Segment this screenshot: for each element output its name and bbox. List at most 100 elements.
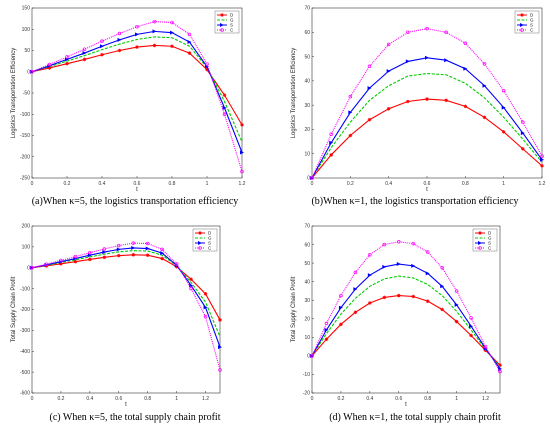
data-point-D [482,115,487,120]
data-point-D [329,153,333,157]
data-point-C [88,250,92,255]
x-tick-label: 0.8 [169,181,176,187]
data-point-C [397,240,401,244]
data-point-C [483,344,488,349]
x-tick-label: 0.6 [134,181,141,187]
data-point-D [73,259,78,264]
series-line-C [311,241,501,372]
series-D-b [310,97,544,180]
data-point-C [59,258,63,263]
data-point-S [501,105,506,110]
data-point-D [135,45,139,49]
data-point-S [425,271,430,276]
data-point-D [324,337,329,341]
series-C-d [310,240,502,374]
y-tick-label: 40 [304,79,310,85]
data-point-C [440,265,444,270]
data-point-C [367,64,372,69]
y-tick-label: 70 [304,224,310,230]
x-tick-label: 0 [311,396,314,402]
y-tick-label: -100 [20,286,30,292]
legend-marker-C [520,28,524,32]
legend-label-C: C [488,246,492,251]
x-tick-label: 1.2 [202,396,209,402]
data-point-S [348,110,353,115]
y-tick-label: 70 [304,6,310,12]
legend-marker-S [520,23,524,27]
data-point-C [174,262,179,266]
data-point-D [483,348,488,353]
data-point-D [152,43,157,48]
data-point-C [44,262,49,266]
data-point-C [73,254,78,259]
legend-label-S: S [208,241,211,246]
data-point-C [30,69,34,74]
data-point-S [44,262,49,267]
data-point-D [100,52,104,57]
data-point-D [116,253,121,258]
data-point-D [65,61,69,66]
y-tick-label: -100 [20,112,30,118]
y-axis-label-d: Total Supply Chain Profit [291,276,297,342]
data-point-C [205,62,209,66]
x-tick-label: 0.6 [395,396,402,402]
series-line-S [311,263,501,370]
legend-label-G: G [530,18,534,23]
y-axis-label-c: Total Supply Chain Profit [11,276,17,342]
data-point-D [386,106,391,111]
y-tick-label: 20 [304,316,310,322]
chart-panel-d: 70 60 50 40 30 20 10 0 -10 -20 0 0.2 0.4 0.6 0.8 1 1.2 t T… [280,218,550,430]
series-S-d [310,262,502,371]
data-point-S [222,105,227,110]
data-point-C [170,20,174,25]
y-tick-label: -500 [20,370,30,376]
data-point-C [501,88,506,93]
data-point-D [444,98,448,103]
data-point-S [520,131,525,136]
data-point-D [117,48,122,53]
x-tick-label: 0.4 [86,396,93,402]
data-point-C [117,31,122,36]
series-line-G [311,73,543,179]
series-line-D [311,295,501,366]
data-point-D [396,293,401,298]
data-point-C [482,62,487,66]
x-tick-label: 1.2 [539,181,546,187]
series-line-C [31,242,221,371]
data-point-C [425,26,429,31]
data-point-S [187,40,192,44]
legend-label-S: S [530,23,533,28]
data-point-C [353,270,358,275]
legend-label-S: S [230,23,233,28]
data-point-D [501,130,506,134]
data-point-S [117,37,122,42]
data-point-S [87,253,92,258]
data-point-S [145,246,150,251]
y-tick-label: -250 [20,176,30,182]
legend-marker-C [478,246,482,250]
caption-b: (b)When κ=1, the logistics transportatio… [311,196,519,207]
caption-a: (a)When κ=5, the logistics transportatio… [31,196,239,207]
data-point-D [47,66,52,70]
series-C-c [30,241,222,372]
data-point-S [205,64,209,69]
data-point-S [135,32,139,37]
legend-label-G: G [208,236,212,241]
legend-marker-C [220,28,224,32]
data-point-C [540,154,544,158]
data-point-C [463,41,468,45]
series-line-G [31,250,221,337]
data-point-C [425,250,430,254]
y-tick-label: 0 [27,265,30,271]
legend-label-D: D [230,13,234,18]
legend-marker-S [478,241,482,245]
data-point-C [386,42,391,47]
data-point-D [174,264,179,269]
y-tick-label: -150 [20,133,30,139]
y-tick-label: -20 [303,391,310,397]
plot-frame-d [311,225,501,394]
